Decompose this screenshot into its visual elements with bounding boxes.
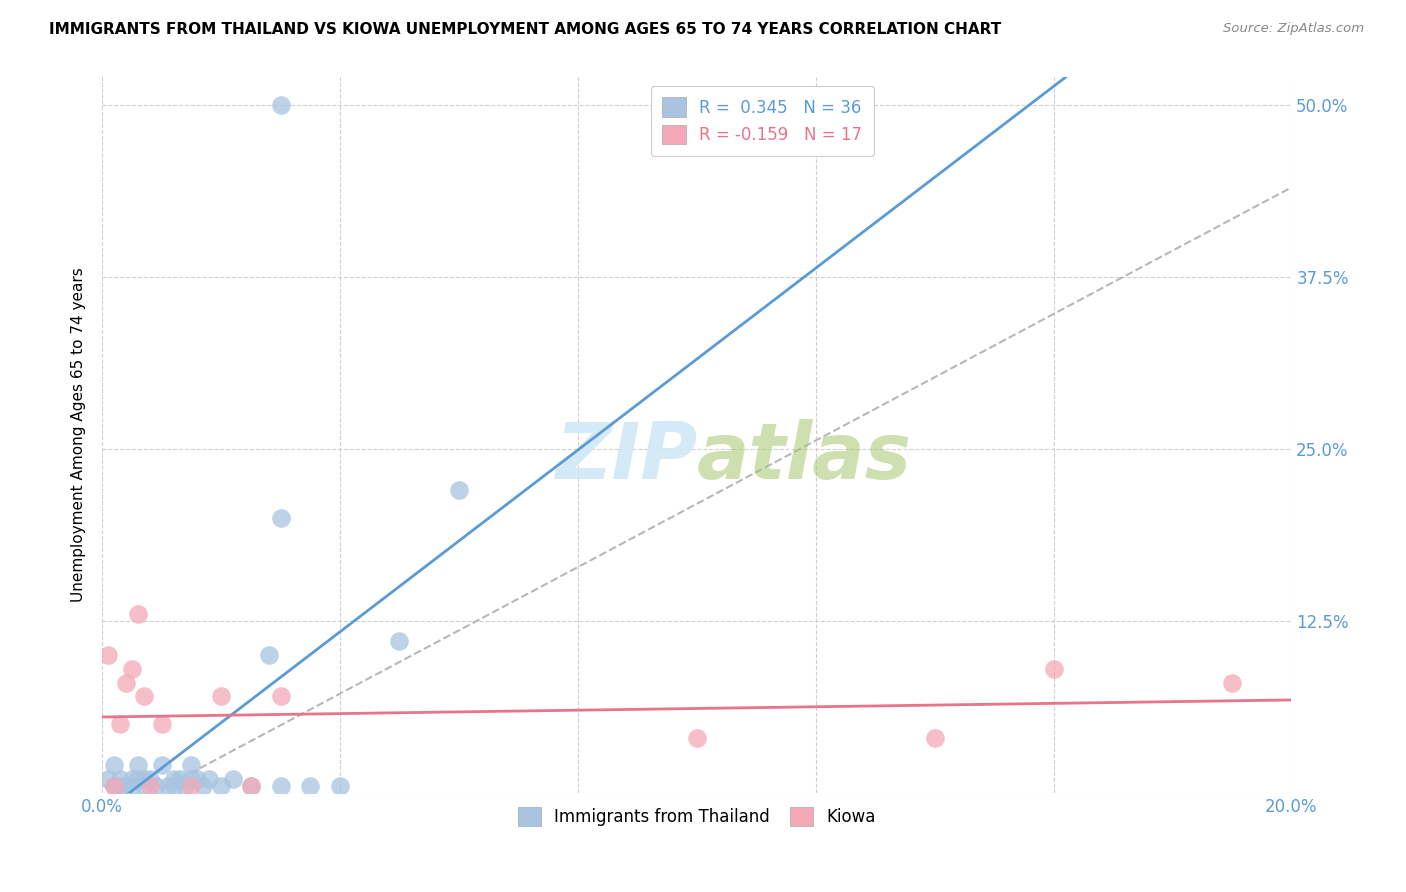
Point xyxy=(127,772,149,786)
Point xyxy=(198,772,221,786)
Point xyxy=(180,758,202,772)
Point xyxy=(97,648,120,662)
Point xyxy=(209,779,232,793)
Point xyxy=(270,98,292,112)
Point xyxy=(150,758,173,772)
Point xyxy=(108,772,131,786)
Point xyxy=(156,779,179,793)
Point xyxy=(193,779,215,793)
Point xyxy=(222,772,245,786)
Point xyxy=(239,779,262,793)
Point xyxy=(447,483,470,497)
Point xyxy=(209,690,232,704)
Text: Source: ZipAtlas.com: Source: ZipAtlas.com xyxy=(1223,22,1364,36)
Text: IMMIGRANTS FROM THAILAND VS KIOWA UNEMPLOYMENT AMONG AGES 65 TO 74 YEARS CORRELA: IMMIGRANTS FROM THAILAND VS KIOWA UNEMPL… xyxy=(49,22,1001,37)
Point xyxy=(270,690,292,704)
Point xyxy=(329,779,352,793)
Point xyxy=(180,779,202,793)
Legend: Immigrants from Thailand, Kiowa: Immigrants from Thailand, Kiowa xyxy=(509,798,884,834)
Point xyxy=(115,675,138,690)
Point xyxy=(121,772,143,786)
Point xyxy=(108,717,131,731)
Y-axis label: Unemployment Among Ages 65 to 74 years: Unemployment Among Ages 65 to 74 years xyxy=(72,268,86,602)
Point xyxy=(186,772,208,786)
Point xyxy=(145,779,167,793)
Point xyxy=(97,772,120,786)
Point xyxy=(115,779,138,793)
Point xyxy=(924,731,946,745)
Point xyxy=(239,779,262,793)
Text: ZIP: ZIP xyxy=(554,418,697,494)
Point xyxy=(270,510,292,524)
Point xyxy=(1042,662,1064,676)
Point xyxy=(127,758,149,772)
Point xyxy=(174,779,197,793)
Point xyxy=(139,779,162,793)
Point xyxy=(127,607,149,621)
Point xyxy=(121,662,143,676)
Point xyxy=(169,772,191,786)
Point xyxy=(162,779,184,793)
Point xyxy=(132,690,155,704)
Point xyxy=(686,731,709,745)
Point xyxy=(139,772,162,786)
Point xyxy=(103,758,125,772)
Point xyxy=(132,779,155,793)
Point xyxy=(150,717,173,731)
Point xyxy=(103,779,125,793)
Point xyxy=(108,779,131,793)
Point xyxy=(1220,675,1243,690)
Point xyxy=(132,772,155,786)
Point xyxy=(103,779,125,793)
Point xyxy=(299,779,322,793)
Point xyxy=(388,634,411,648)
Point xyxy=(257,648,280,662)
Point xyxy=(162,772,184,786)
Point xyxy=(121,779,143,793)
Text: atlas: atlas xyxy=(697,418,911,494)
Point xyxy=(180,772,202,786)
Point xyxy=(270,779,292,793)
